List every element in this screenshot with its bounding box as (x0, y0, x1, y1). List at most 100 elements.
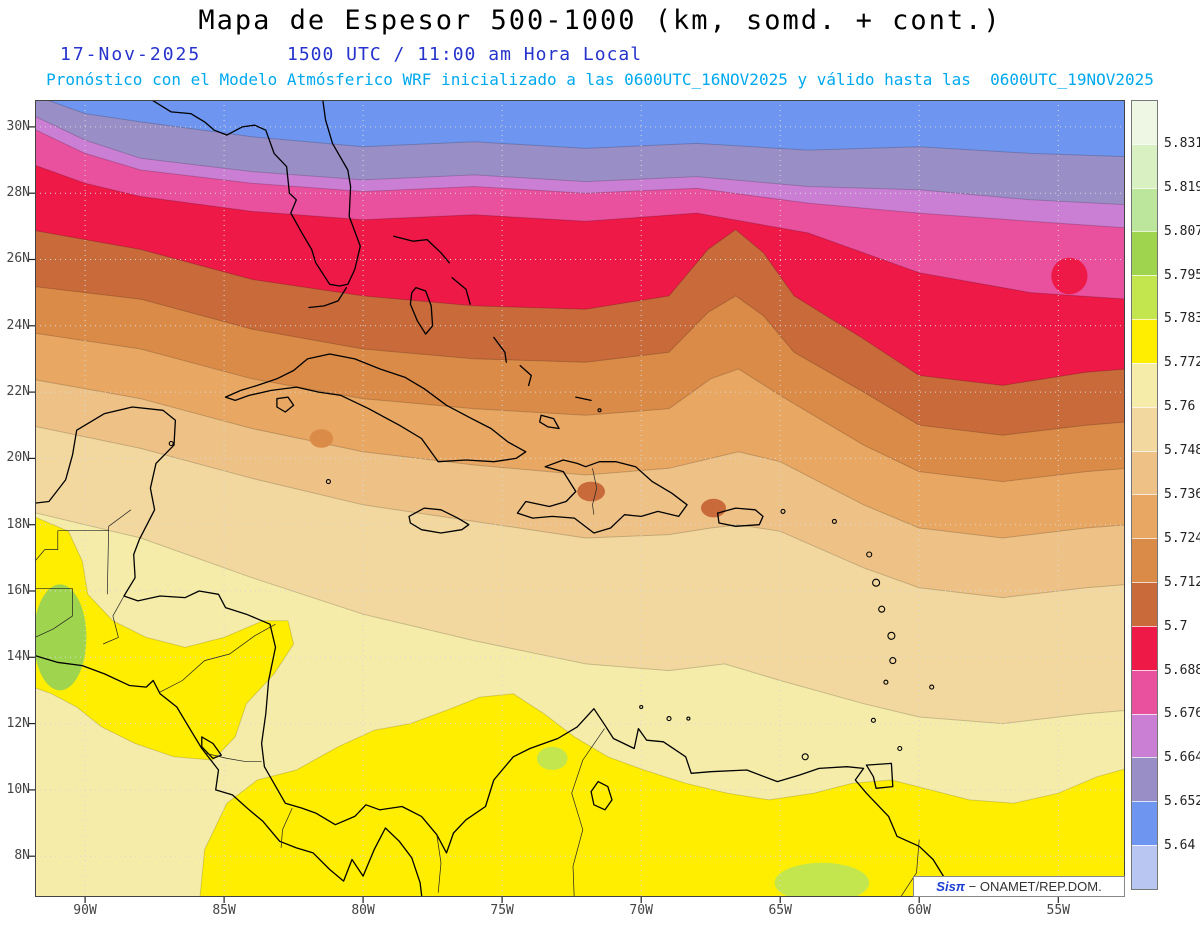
run-time-local: 1500 UTC / 11:00 am Hora Local (287, 44, 643, 65)
colorbar-segment-16 (1132, 801, 1157, 846)
border-panama-colombia (436, 834, 442, 893)
lat-label-28N: 28N (6, 185, 30, 201)
colorbar-segment-1 (1132, 143, 1157, 188)
island-grand-cayman (325, 479, 331, 485)
thickness-contour-map (29, 100, 1125, 903)
lat-label-18N: 18N (6, 516, 30, 532)
coastline-bahamas-andros (409, 286, 434, 335)
border-haiti-dominican-republic (592, 468, 598, 515)
coastline-caribbean-mainland (35, 406, 956, 897)
colorbar-label-5.783: 5.783 (1164, 311, 1200, 327)
border-costa-rica-panama (280, 807, 293, 848)
border-guatemala-honduras (102, 595, 125, 645)
lat-label-22N: 22N (6, 384, 30, 400)
border-mexico-guatemala-sw (35, 588, 73, 638)
colorbar-segment-15 (1132, 757, 1157, 802)
lat-label-16N: 16N (6, 582, 30, 598)
border-honduras-nicaragua (159, 623, 276, 693)
forecast-validity-line: Pronóstico con el Modelo Atmósferico WRF… (46, 70, 1154, 89)
colorbar-label-5.807: 5.807 (1164, 223, 1200, 239)
island-curacao (666, 716, 672, 722)
coastline-florida (151, 100, 361, 287)
colorbar-label-5.7: 5.7 (1164, 618, 1188, 634)
lon-label-60W: 60W (907, 903, 931, 918)
island-margarita (801, 753, 809, 761)
coastline-pacific-coast (35, 654, 423, 897)
island-grenada (870, 717, 876, 723)
island-guadeloupe (872, 578, 881, 587)
colorbar-segment-17 (1132, 845, 1157, 889)
lat-label-20N: 20N (6, 450, 30, 466)
lat-label-12N: 12N (6, 715, 30, 731)
colorbar-label-5.772: 5.772 (1164, 355, 1200, 371)
spot-crimson-east (1051, 257, 1088, 295)
map-frame (35, 100, 1125, 897)
watermark: Sisπ − ONAMET/REP.DOM. (913, 876, 1125, 897)
colorbar-label-5.652: 5.652 (1164, 794, 1200, 810)
coastline-florida-keys (308, 286, 348, 309)
coastline-lake-nicaragua (201, 736, 222, 760)
spot-green-guatemala (35, 584, 87, 691)
colorbar-label-5.795: 5.795 (1164, 267, 1200, 283)
colorbar-segment-10 (1132, 538, 1157, 583)
lat-label-8N: 8N (14, 848, 30, 864)
colorbar-segment-7 (1132, 406, 1157, 451)
colorbar-segment-9 (1132, 494, 1157, 539)
coastline-trinidad (865, 762, 894, 789)
colorbar-segment-0 (1132, 101, 1157, 144)
island-turks (597, 408, 602, 413)
border-mexico-guatemala-w (35, 530, 59, 562)
spot-green-colombia (536, 746, 568, 771)
island-virgin-islands (780, 508, 786, 514)
spot-sienna-puertorico (701, 498, 726, 518)
lat-label-24N: 24N (6, 317, 30, 333)
colorbar-label-5.64: 5.64 (1164, 838, 1196, 854)
colorbar-segment-12 (1132, 625, 1157, 670)
island-cozumel (168, 440, 174, 447)
lon-label-65W: 65W (768, 903, 792, 918)
island-martinique (887, 631, 896, 640)
island-st-vincent (883, 679, 889, 685)
coastline-lake-maracaibo (590, 780, 613, 811)
island-tobago (897, 745, 903, 752)
colorbar-segment-13 (1132, 669, 1157, 714)
coastline-bahamas-abaco (393, 235, 450, 264)
colorbar-label-5.819: 5.819 (1164, 179, 1200, 195)
lon-label-75W: 75W (490, 903, 514, 918)
coastline-hispaniola (516, 459, 688, 534)
colorbar-segment-8 (1132, 450, 1157, 495)
colorbar-label-5.712: 5.712 (1164, 574, 1200, 590)
coastline-puerto-rico (716, 507, 764, 527)
watermark-org: − ONAMET/REP.DOM. (965, 879, 1102, 894)
spot-green-south (774, 862, 870, 897)
coastline-bahamas-eleuthera (451, 277, 471, 305)
coastline-cuba (224, 353, 527, 463)
island-bonaire (686, 716, 691, 721)
spot-orange-cuba (309, 429, 334, 448)
coastline-bahamas-long-island (493, 336, 507, 363)
island-st-martin (831, 518, 837, 524)
border-colombia-venezuela (571, 728, 605, 897)
colorbar-label-5.724: 5.724 (1164, 530, 1200, 546)
colorbar-label-5.748: 5.748 (1164, 443, 1200, 459)
colorbar-segment-2 (1132, 187, 1157, 232)
lat-label-30N: 30N (6, 118, 30, 134)
colorbar-label-5.831: 5.831 (1164, 135, 1200, 151)
colorbar-label-5.688: 5.688 (1164, 662, 1200, 678)
colorbar-label-5.736: 5.736 (1164, 487, 1200, 502)
map-layers (35, 100, 1125, 897)
border-venezuela-guyana (900, 839, 920, 897)
page-title: Mapa de Espesor 500-1000 (km, somd. + co… (198, 5, 1002, 36)
island-barbados (929, 684, 935, 690)
coastline-great-inagua (539, 414, 560, 430)
spot-sienna-hispaniola (577, 481, 605, 502)
colorbar-segment-6 (1132, 362, 1157, 407)
patch-yellow-south (199, 693, 1125, 897)
lon-label-80W: 80W (351, 903, 375, 918)
lat-label-10N: 10N (6, 781, 30, 797)
colorbar-label-5.664: 5.664 (1164, 750, 1200, 766)
colorbar-segment-4 (1132, 275, 1157, 320)
coastline-isla-juventud (276, 396, 295, 413)
colorbar (1131, 100, 1158, 890)
